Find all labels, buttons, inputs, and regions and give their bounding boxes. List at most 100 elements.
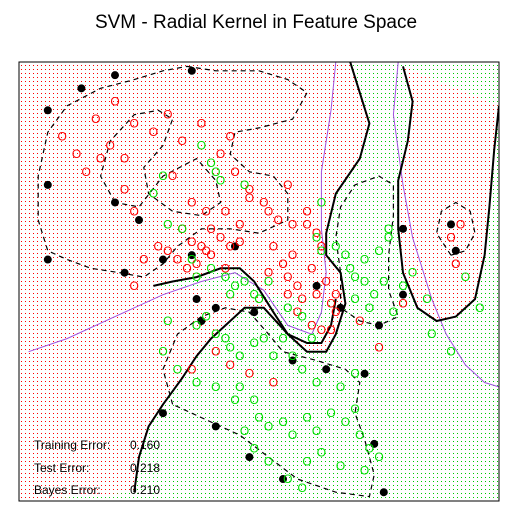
red-class-point: O	[182, 261, 191, 275]
support-vector-point	[375, 321, 383, 330]
red-class-point: O	[269, 239, 278, 253]
red-class-point: O	[192, 257, 201, 271]
red-class-point: O	[58, 130, 67, 144]
green-class-point: O	[422, 292, 431, 306]
green-class-point: O	[197, 138, 206, 152]
green-class-point: O	[211, 327, 220, 341]
green-class-point: O	[278, 415, 287, 429]
green-class-point: O	[317, 244, 326, 258]
green-class-point: O	[302, 454, 311, 468]
red-class-point: O	[298, 292, 307, 306]
green-class-point: O	[336, 459, 345, 473]
green-class-point: O	[350, 367, 359, 381]
red-class-point: O	[202, 204, 211, 218]
support-vector-point	[211, 303, 220, 312]
red-class-point: O	[197, 239, 206, 253]
green-class-point: O	[350, 270, 359, 284]
green-class-point: O	[360, 463, 369, 477]
green-class-point: O	[317, 446, 326, 460]
green-class-point: O	[173, 362, 182, 376]
green-class-point: O	[221, 332, 230, 346]
red-class-point: O	[302, 217, 311, 231]
training-error-value: 0.160	[130, 438, 161, 452]
red-class-point: O	[206, 222, 215, 236]
green-class-point: O	[307, 332, 316, 346]
green-class-point: O	[158, 169, 167, 183]
support-vector-point	[288, 356, 297, 365]
red-class-point: O	[312, 226, 321, 240]
green-class-point: O	[240, 178, 249, 192]
red-class-point: O	[120, 182, 129, 196]
green-class-point: O	[250, 441, 259, 455]
support-vector-point	[447, 220, 455, 229]
green-class-point: O	[283, 472, 292, 486]
red-class-point: O	[446, 231, 455, 245]
green-class-point: O	[346, 261, 355, 275]
red-class-point: O	[274, 213, 283, 227]
red-class-point: O	[163, 108, 172, 122]
red-class-point: O	[293, 279, 302, 293]
decision-boundary-line	[397, 66, 499, 323]
green-class-point: O	[254, 411, 263, 425]
margin-line	[162, 307, 375, 498]
support-vector-point	[322, 365, 331, 374]
green-class-point: O	[250, 393, 259, 407]
green-class-point: O	[264, 454, 273, 468]
green-class-point: O	[250, 288, 259, 302]
support-vector-point	[159, 255, 167, 264]
green-class-point: O	[350, 402, 359, 416]
red-class-point: O	[168, 169, 177, 183]
green-class-point: O	[269, 349, 278, 363]
red-class-point: O	[278, 257, 287, 271]
green-class-point: O	[374, 450, 383, 464]
red-class-point: O	[154, 239, 163, 253]
red-class-point: O	[106, 138, 115, 152]
green-class-point: O	[288, 349, 297, 363]
bayes-boundary-line	[28, 62, 337, 353]
green-class-point: O	[216, 174, 225, 188]
red-class-point: O	[202, 244, 211, 258]
green-class-point: O	[475, 301, 484, 315]
green-class-point: O	[408, 266, 417, 280]
red-class-point: O	[293, 305, 302, 319]
green-class-point: O	[226, 288, 235, 302]
support-vector-point	[379, 488, 388, 497]
green-class-point: O	[355, 428, 364, 442]
red-class-point: O	[326, 323, 335, 337]
support-vector-point	[192, 295, 201, 304]
support-vector-point	[187, 66, 196, 75]
green-class-point: O	[202, 310, 211, 324]
support-vector-point	[43, 180, 52, 189]
red-class-point: O	[187, 235, 196, 249]
support-vector-point	[197, 317, 206, 326]
green-class-point: O	[158, 345, 167, 359]
red-class-point: O	[317, 323, 326, 337]
support-vector-point	[231, 242, 239, 251]
green-class-point: O	[341, 415, 350, 429]
green-class-point: O	[384, 222, 393, 236]
red-class-point: O	[235, 235, 244, 249]
red-class-point: O	[288, 248, 297, 262]
green-class-point: O	[298, 481, 307, 495]
test-error-row: Test Error: 0.218	[34, 461, 160, 475]
red-class-point: O	[230, 165, 239, 179]
green-class-point: O	[398, 279, 407, 293]
green-class-point: O	[312, 231, 321, 245]
green-class-point: O	[230, 393, 239, 407]
green-class-point: O	[163, 217, 172, 231]
red-class-point: O	[72, 147, 81, 161]
support-vector-point	[360, 369, 369, 378]
margin-line	[335, 175, 399, 327]
red-class-point: O	[235, 217, 244, 231]
green-class-point: O	[192, 318, 201, 332]
green-class-point: O	[360, 275, 369, 289]
red-class-point: O	[355, 314, 364, 328]
green-class-point: O	[250, 336, 259, 350]
green-class-point: O	[326, 406, 335, 420]
support-vector-point	[111, 71, 119, 80]
green-class-point: O	[298, 362, 307, 376]
red-class-point: O	[307, 261, 316, 275]
red-class-point: O	[187, 195, 196, 209]
bayes-error-value: 0.210	[130, 483, 161, 497]
red-class-point: O	[317, 239, 326, 253]
